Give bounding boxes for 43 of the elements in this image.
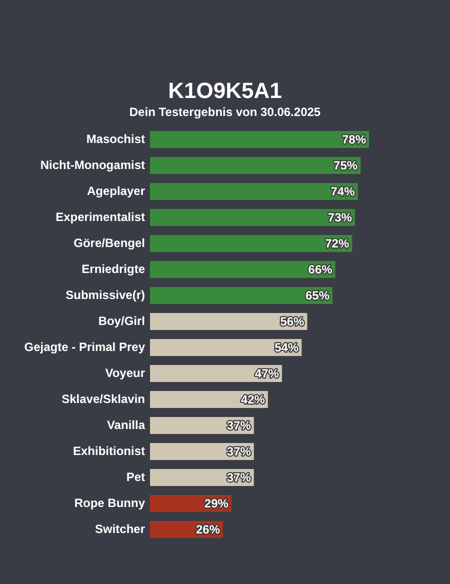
y-tick-label: Ageplayer xyxy=(86,184,146,198)
y-tick-label: Gejagte - Primal Prey xyxy=(24,340,146,354)
chart-subtitle: Dein Testergebnis von 30.06.2025 xyxy=(128,104,322,120)
y-tick-label: Vanilla xyxy=(106,418,146,432)
bar xyxy=(150,235,352,252)
bar xyxy=(150,157,361,174)
data-label: 47% xyxy=(254,366,280,380)
y-tick-label: Switcher xyxy=(94,522,146,536)
y-tick-label: Exhibitionist xyxy=(73,444,146,458)
bar xyxy=(150,183,358,200)
data-label: 75% xyxy=(334,158,358,172)
y-tick-label: Erniedrigte xyxy=(82,262,146,276)
data-label: 65% xyxy=(305,288,330,302)
data-label: 73% xyxy=(328,210,352,224)
y-tick-label: Nicht-Monogamist xyxy=(40,158,145,172)
chart-title: K1O9K5A1 xyxy=(167,78,283,104)
bar xyxy=(150,261,336,278)
y-tick-label: Experimentalist xyxy=(56,210,145,224)
data-label: 29% xyxy=(204,496,229,510)
data-label: 37% xyxy=(226,470,252,484)
y-tick-label: Göre/Bengel xyxy=(74,236,145,250)
data-label: 56% xyxy=(280,314,305,328)
data-label: 54% xyxy=(274,340,299,354)
bar xyxy=(150,313,308,330)
y-tick-label: Sklave/Sklavin xyxy=(62,392,145,406)
data-label: 37% xyxy=(226,444,252,458)
data-label: 66% xyxy=(308,262,333,276)
y-tick-label: Masochist xyxy=(86,132,145,146)
y-tick-label: Submissive(r) xyxy=(66,288,146,302)
y-tick-label: Voyeur xyxy=(105,366,146,380)
y-tick-label: Rope Bunny xyxy=(74,496,146,510)
data-label: 42% xyxy=(240,392,266,406)
data-label: 78% xyxy=(342,132,366,146)
bar xyxy=(150,131,369,148)
bar xyxy=(150,339,302,356)
data-label: 74% xyxy=(330,184,356,198)
data-label: 72% xyxy=(325,236,350,250)
bar xyxy=(150,209,355,226)
data-label: 26% xyxy=(196,522,220,536)
y-tick-label: Boy/Girl xyxy=(98,314,145,328)
data-label: 37% xyxy=(226,418,252,432)
bar xyxy=(150,287,332,304)
y-tick-label: Pet xyxy=(126,470,145,484)
